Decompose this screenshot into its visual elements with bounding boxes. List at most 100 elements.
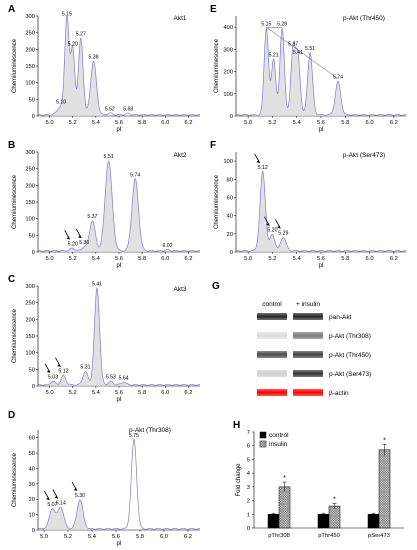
blot-band-shading	[257, 370, 287, 377]
x-tick-label: 5.8	[136, 534, 144, 540]
peak-label: 5.20	[267, 228, 277, 234]
blot-band-shading	[293, 370, 323, 377]
y-tick-label: 2	[247, 499, 250, 505]
x-tick-label: 6.0	[160, 534, 168, 540]
peak-label: 5.64	[119, 375, 129, 381]
arrow-head-icon	[73, 487, 77, 491]
x-axis-title: pI	[116, 263, 121, 269]
blot-band-shading	[293, 332, 323, 339]
y-tick-label: 150	[25, 64, 35, 70]
arrow-head-icon	[54, 495, 58, 499]
y-tick-label: 250	[25, 31, 35, 37]
peak-label: 5.51	[104, 154, 114, 160]
y-tick-label: 100	[25, 217, 35, 223]
x-tick-label: 5.2	[69, 120, 77, 126]
bar-control	[267, 514, 280, 529]
bar-chart-panel: H 0 1 2 3 4 5 6 7 Fold change * pThr308 * pThr450 * pSe…	[233, 420, 404, 539]
y-tick-label: 200	[25, 47, 35, 53]
blot-row-label: β-actin	[329, 390, 349, 397]
peak-area-shading	[49, 16, 102, 116]
peak-label: 5.52	[105, 106, 115, 112]
electropherogram-trace	[38, 15, 200, 116]
x-tick-label: 5.8	[341, 256, 349, 262]
peak-label: 5.30	[79, 240, 89, 246]
peak-label: 5.53	[106, 375, 116, 381]
x-axis-title: pI	[116, 541, 121, 547]
y-tick-label: 0	[32, 384, 35, 390]
x-tick-label: 5.6	[317, 256, 325, 262]
y-tick-label: 50	[29, 97, 35, 103]
y-tick-label: 200	[223, 70, 233, 76]
x-tick-label: 6.0	[366, 256, 374, 262]
blot-band-shading	[257, 389, 287, 396]
electropherogram-trace	[236, 170, 406, 252]
y-tick-label: 250	[25, 301, 35, 307]
blot-band-shading	[293, 313, 323, 320]
peak-area-shading	[248, 171, 297, 252]
y-tick-label: 0	[32, 250, 35, 256]
x-tick-label: 5.2	[268, 256, 276, 262]
panel-letter: C	[8, 274, 15, 285]
significance-marker: *	[383, 437, 386, 444]
x-tick-label: 5.0	[40, 534, 48, 540]
x-tick-label: 6.2	[390, 120, 398, 126]
x-axis-title: pI	[318, 127, 323, 133]
x-tick-label: 5.4	[92, 256, 101, 262]
blot-row-label: p-Akt (Thr450)	[329, 352, 371, 359]
x-axis-title: pI	[116, 397, 121, 403]
x-tick-label: 5.0	[244, 120, 252, 126]
arrow-head-icon	[46, 369, 51, 373]
y-tick-label: 150	[25, 200, 35, 206]
x-tick-label: 6.2	[184, 390, 192, 396]
y-tick-label: 6	[247, 444, 250, 450]
y-tick-label: 4	[247, 471, 251, 477]
x-tick-label: 5.2	[69, 256, 77, 262]
peak-label: 5.15	[62, 11, 72, 17]
y-tick-label: 50	[29, 451, 35, 457]
arrow-head-icon	[256, 159, 260, 163]
blot-column-label: + insulin	[296, 301, 320, 308]
arrow-head-icon	[78, 235, 82, 238]
peak-label: 5.20	[68, 41, 78, 47]
x-tick-label: 5.6	[115, 390, 123, 396]
arrow-head-icon	[57, 363, 61, 367]
y-axis-title: Fold change	[236, 463, 242, 497]
x-tick-label: 5.0	[244, 256, 252, 262]
peak-area-shading	[44, 499, 86, 530]
y-tick-label: 20	[29, 497, 35, 503]
bar-insulin	[278, 486, 291, 529]
blot-row-label: pan-Akt	[329, 314, 352, 321]
y-tick-label: 150	[25, 334, 35, 340]
peak-label: 5.75	[129, 433, 139, 439]
arrow-head-icon	[46, 497, 50, 500]
y-tick-label: 30	[29, 482, 35, 488]
x-tick-label: 6.2	[184, 256, 192, 262]
peak-label: 5.68	[123, 107, 133, 113]
y-tick-label: 40	[227, 214, 233, 220]
x-tick-label: pThr308	[268, 533, 290, 539]
electropherogram-trace	[236, 27, 406, 116]
panel-title: Akt3	[173, 286, 186, 293]
y-axis-title: Chemiluminescence	[214, 38, 220, 93]
panel-title: p-Akt (Thr308)	[129, 427, 171, 434]
blot-row-label: p-Akt (Ser473)	[329, 371, 371, 378]
x-tick-label: 6.2	[184, 534, 192, 540]
legend-label: insulin	[269, 441, 288, 448]
x-tick-label: 5.6	[112, 534, 120, 540]
blot-band-shading	[257, 351, 287, 358]
panel-letter: G	[212, 281, 220, 292]
x-tick-label: 6.0	[161, 120, 169, 126]
x-tick-label: 5.6	[317, 120, 325, 126]
y-tick-label: 100	[223, 92, 233, 98]
panel-title: p-Akt (Thr450)	[343, 15, 385, 22]
y-tick-label: 300	[25, 284, 35, 290]
peak-label: 5.38	[88, 55, 98, 61]
y-tick-label: 1	[247, 512, 250, 518]
y-tick-label: 400	[223, 25, 233, 31]
peak-label: 5.15	[261, 21, 271, 27]
x-tick-label: 5.4	[92, 390, 101, 396]
panel-letter: F	[210, 140, 216, 151]
blot-row-label: p-Akt (Thr308)	[329, 333, 371, 340]
